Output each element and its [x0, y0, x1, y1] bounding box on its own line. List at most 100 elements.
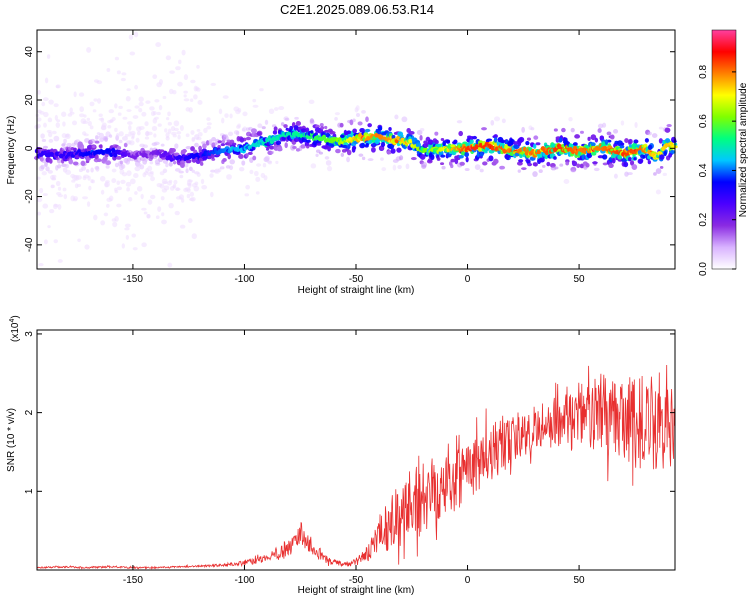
spectrogram-cell — [152, 154, 158, 160]
spectrogram-cell — [361, 109, 366, 114]
spectrogram-cell — [310, 130, 314, 134]
spectrogram-cell — [50, 184, 55, 189]
spectrogram-cell — [460, 151, 466, 156]
spectrogram-cell — [284, 142, 288, 149]
spectrogram-cell — [316, 142, 322, 146]
spectrogram-cell — [185, 168, 189, 174]
spectrogram-cell — [390, 148, 396, 154]
spectrogram-cell — [349, 119, 354, 126]
spectrogram-cell — [145, 100, 151, 104]
spectrogram-cell — [183, 74, 189, 81]
spectrogram-cell — [481, 127, 487, 131]
spectrogram-cell — [51, 177, 56, 181]
y-tick-label: 20 — [24, 94, 35, 106]
spectrogram-cell — [162, 159, 169, 164]
spectrogram-cell — [200, 178, 205, 185]
spectrogram-cell — [163, 185, 170, 191]
spectrogram-cell — [116, 186, 123, 191]
spectrogram-cell — [122, 116, 128, 120]
spectrogram-cell — [292, 146, 297, 149]
spectrogram-cell — [247, 151, 253, 156]
spectrogram-cell — [203, 127, 208, 134]
spectrogram-cell — [144, 121, 149, 127]
spectrogram-cell — [380, 141, 386, 147]
spectrogram-cell — [190, 146, 195, 152]
spectrogram-cell — [129, 178, 136, 185]
spectrogram-cell — [365, 143, 369, 146]
spectrogram-cell — [428, 152, 433, 158]
spectrogram-cell — [377, 131, 383, 135]
spectrogram-cell — [116, 180, 121, 185]
spectrogram-cell — [121, 172, 128, 177]
spectrogram-cell — [178, 59, 182, 65]
spectrogram-cell — [388, 127, 392, 132]
spectrogram-cell — [408, 131, 415, 135]
spectrogram-cell — [479, 168, 484, 173]
spectrogram-cell — [419, 134, 423, 141]
spectrogram-cell — [499, 165, 506, 170]
spectrogram-cell — [663, 150, 667, 157]
colorbar: 0.0 0.2 0.4 0.6 0.8 Normalized spectral ampl… — [698, 29, 749, 276]
spectrogram-cell — [106, 197, 113, 202]
spectrogram-cell — [136, 186, 143, 192]
snr-panel: -150 -100 -50 0 50 1 2 3 Height of straight li… — [6, 315, 676, 596]
spectrogram-cell — [48, 138, 54, 143]
spectrogram-cell — [84, 244, 90, 250]
spectrogram-cell — [427, 139, 434, 145]
spectrogram-cell — [156, 111, 161, 116]
spectrogram-cell — [504, 153, 511, 160]
spectrogram-cell — [623, 161, 629, 168]
spectrogram-cell — [111, 147, 116, 153]
spectrogram-cell — [441, 165, 446, 170]
spectrogram-cell — [335, 148, 341, 154]
spectrogram-cell — [116, 70, 121, 75]
spectrogram-cell — [361, 156, 366, 161]
spectrogram-cell — [592, 161, 598, 165]
spectrogram-cell — [284, 117, 290, 121]
spectrogram-cell — [518, 136, 525, 143]
spectrogram-cell — [319, 122, 324, 127]
spectrogram-cell — [55, 85, 60, 89]
spectrogram-cell — [116, 146, 122, 150]
spectrogram-cell — [602, 122, 607, 128]
spectrogram-cell — [238, 154, 244, 159]
spectrogram-cell — [178, 170, 184, 174]
spectrogram-cell — [436, 157, 441, 161]
spectrogram-cell — [149, 106, 155, 111]
colorbar-tick-label: 0.8 — [698, 64, 709, 78]
spectrogram-cell — [173, 127, 179, 132]
x-tick-label: -150 — [123, 575, 143, 586]
spectrogram-cell — [194, 142, 199, 148]
spectrogram-cell — [140, 193, 144, 200]
spectrogram-cell — [527, 162, 533, 167]
spectrogram-cell — [152, 111, 157, 116]
spectrogram-cell — [334, 112, 340, 116]
spectrogram-panel: -150 -100 -50 0 50 -40 -20 0 20 40 Height of str… — [6, 29, 678, 296]
spectrogram-cell — [283, 124, 288, 129]
spectrogram-cell — [160, 196, 165, 201]
spectrogram-cell — [120, 77, 126, 82]
spectrogram-cell — [175, 187, 180, 192]
spectrogram-cell — [559, 163, 564, 167]
colorbar-tick-label: 0.4 — [698, 163, 709, 177]
spectrogram-cell — [391, 134, 396, 139]
spectrogram-cell — [554, 166, 559, 170]
spectrogram-cell — [46, 54, 51, 59]
spectrogram-cell — [57, 204, 62, 210]
spectrogram-cell — [365, 116, 369, 123]
spectrogram-cell — [141, 207, 147, 211]
spectrogram-cell — [186, 182, 192, 187]
spectrogram-cell — [364, 128, 371, 133]
spectrogram-cell — [568, 117, 573, 122]
spectrogram-cell — [434, 139, 439, 145]
spectrogram-cell — [517, 161, 523, 166]
spectrogram-cell — [55, 180, 61, 187]
spectrogram-cell — [107, 124, 112, 129]
spectrogram-cell — [631, 164, 638, 170]
spectrogram-cell — [410, 157, 417, 161]
spectrogram-cell — [99, 175, 106, 182]
spectrogram-cell — [54, 114, 58, 121]
spectrogram-cell — [381, 167, 387, 172]
spectrogram-cell — [185, 145, 192, 150]
spectrogram-cell — [224, 113, 229, 118]
